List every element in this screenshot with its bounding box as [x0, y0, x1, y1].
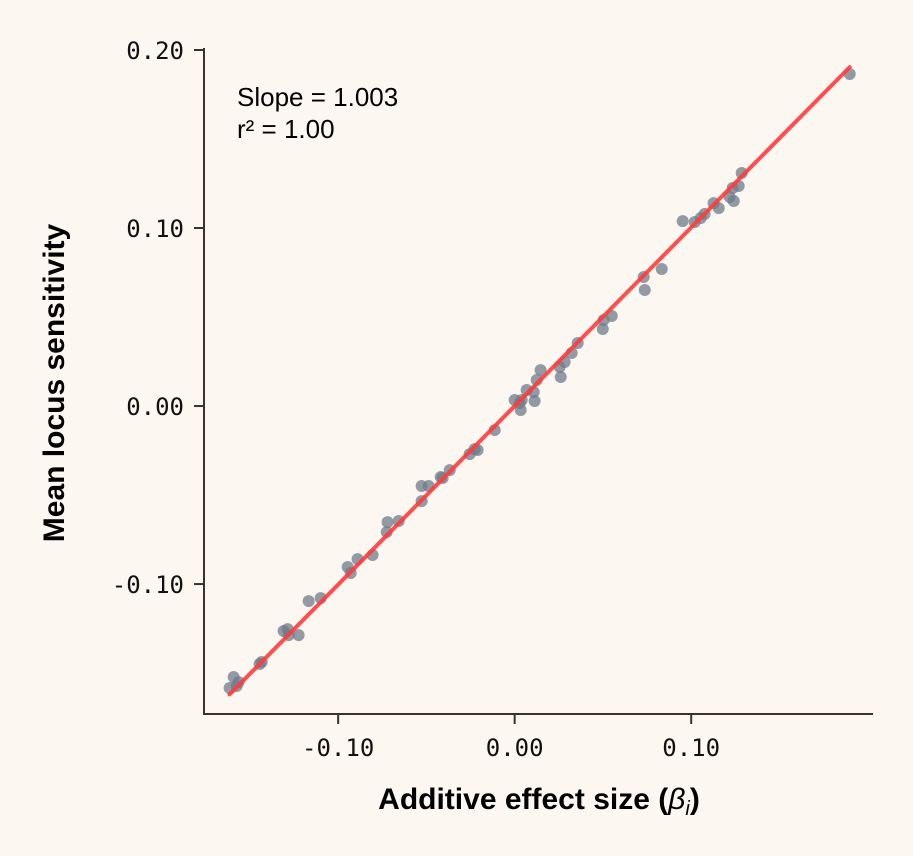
fit-line — [227, 65, 852, 697]
data-point — [655, 262, 668, 275]
slope-annotation: Slope = 1.003 — [237, 82, 398, 112]
y-tick-label: 0.20 — [126, 37, 184, 65]
data-point — [676, 215, 689, 228]
x-axis-label-subscript: i — [685, 798, 690, 820]
data-point — [292, 629, 305, 642]
x-axis-label-text: Additive effect size ( — [378, 783, 668, 816]
data-point — [514, 403, 527, 416]
r2-annotation: r² = 1.00 — [237, 114, 335, 144]
data-point — [534, 364, 547, 377]
data-point — [232, 676, 245, 689]
x-tick-label: -0.10 — [302, 734, 374, 762]
data-point — [302, 595, 315, 608]
data-point — [638, 283, 651, 296]
data-point — [596, 322, 609, 335]
y-tick-label: 0.10 — [126, 215, 184, 243]
data-point — [554, 371, 567, 384]
x-tick-label: 0.00 — [486, 734, 544, 762]
x-axis-label-symbol: β — [667, 783, 685, 816]
x-tick-label: 0.10 — [662, 734, 720, 762]
ticks-layer: -0.10 0.00 0.10 -0.10 0.00 0.10 0.20 — [112, 37, 720, 762]
data-point — [381, 516, 394, 529]
x-axis-label-close: ) — [690, 783, 700, 816]
data-point — [727, 194, 740, 207]
y-axis-label: Mean locus sensitivity — [38, 223, 71, 542]
x-axis-label: Additive effect size (βi) — [378, 783, 700, 820]
fit-line-layer — [227, 65, 852, 697]
y-tick-label: -0.10 — [112, 571, 184, 599]
data-point — [528, 395, 541, 408]
y-tick-label: 0.00 — [126, 393, 184, 421]
